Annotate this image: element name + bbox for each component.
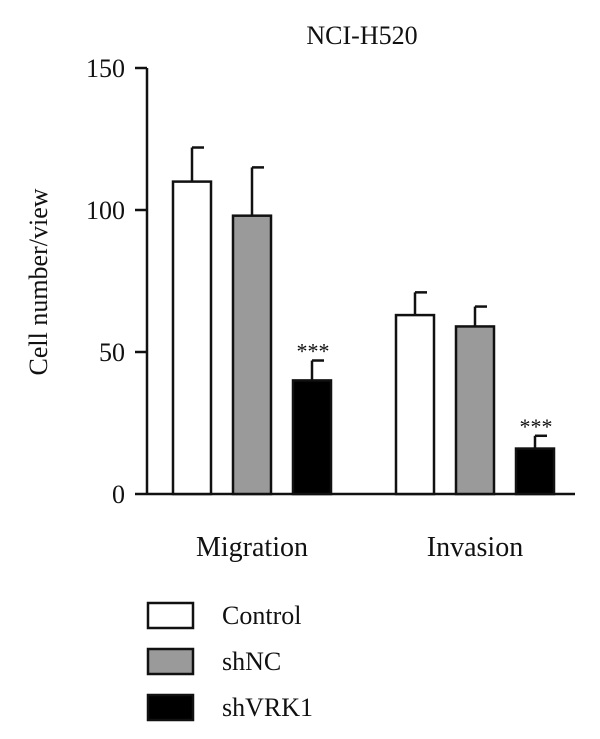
- bar: [291, 379, 333, 496]
- bar: [514, 447, 556, 496]
- y-tick-label: 0: [112, 480, 125, 509]
- x-tick-label: Migration: [196, 532, 308, 563]
- legend-swatch: [146, 601, 195, 630]
- legend: Control shNC shVRK1: [146, 601, 313, 722]
- legend-label: Control: [222, 601, 301, 630]
- legend-label: shNC: [222, 647, 281, 676]
- legend-swatch: [146, 693, 195, 722]
- y-tick-label: 100: [86, 196, 125, 225]
- legend-swatch: [146, 647, 195, 676]
- legend-label: shVRK1: [222, 693, 313, 722]
- bar: [394, 313, 436, 496]
- chart-title: NCI-H520: [306, 21, 417, 50]
- y-tick-label: 150: [86, 54, 125, 83]
- bar: [454, 325, 496, 496]
- bar: [231, 214, 273, 496]
- significance-label: ***: [520, 414, 553, 439]
- x-tick-label: Invasion: [427, 532, 523, 563]
- bar: [171, 180, 213, 496]
- y-tick-label: 50: [99, 338, 125, 367]
- significance-label: ***: [297, 339, 330, 364]
- y-axis-label: Cell number/view: [24, 188, 53, 375]
- plot-area: 0 50 100 150 *** Migration *** Invasion: [86, 54, 575, 563]
